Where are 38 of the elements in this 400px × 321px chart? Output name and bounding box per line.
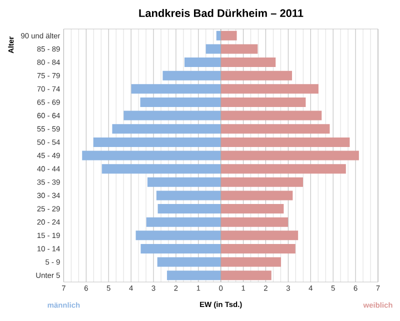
bar <box>220 177 304 187</box>
bar <box>220 204 284 214</box>
bar <box>140 97 221 107</box>
bar <box>206 44 221 54</box>
bar <box>102 164 221 174</box>
bar <box>124 110 221 120</box>
bar <box>220 150 359 160</box>
bar <box>140 244 221 254</box>
bar <box>93 137 221 147</box>
bar <box>157 257 221 267</box>
bar <box>220 137 350 147</box>
bar <box>136 230 221 240</box>
bar <box>220 30 237 40</box>
bar <box>146 217 221 227</box>
bar <box>220 217 288 227</box>
bar <box>220 58 276 68</box>
bar <box>220 230 298 240</box>
bar <box>156 190 221 200</box>
bar <box>220 84 319 94</box>
bar <box>220 190 293 200</box>
bar <box>220 70 292 80</box>
bar <box>112 124 221 134</box>
bar <box>166 270 221 280</box>
bar <box>158 204 221 214</box>
bar <box>220 124 330 134</box>
bar <box>82 150 221 160</box>
bar <box>220 257 282 267</box>
bar <box>184 58 221 68</box>
bar <box>162 70 221 80</box>
chart-title: Landkreis Bad Dürkheim – 2011 <box>139 8 304 18</box>
bar <box>220 164 346 174</box>
bar <box>147 177 221 187</box>
bar <box>220 44 258 54</box>
bar <box>131 84 221 94</box>
bar <box>220 244 296 254</box>
bar <box>220 110 322 120</box>
bar <box>220 270 272 280</box>
bar <box>220 97 306 107</box>
